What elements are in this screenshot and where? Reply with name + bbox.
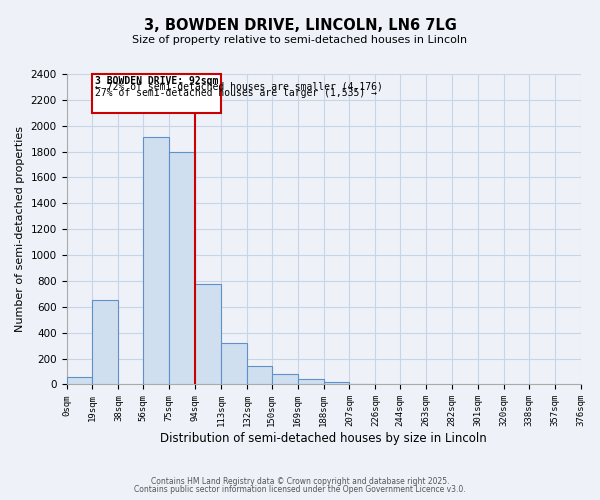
Text: Size of property relative to semi-detached houses in Lincoln: Size of property relative to semi-detach… — [133, 35, 467, 45]
Bar — [67, 376, 92, 384]
Text: Contains public sector information licensed under the Open Government Licence v3: Contains public sector information licen… — [134, 485, 466, 494]
Text: 3, BOWDEN DRIVE, LINCOLN, LN6 7LG: 3, BOWDEN DRIVE, LINCOLN, LN6 7LG — [143, 18, 457, 32]
Bar — [195, 284, 221, 384]
Bar — [143, 138, 169, 384]
Text: Contains HM Land Registry data © Crown copyright and database right 2025.: Contains HM Land Registry data © Crown c… — [151, 477, 449, 486]
Bar — [221, 343, 247, 384]
Bar — [247, 366, 272, 384]
Text: 3 BOWDEN DRIVE: 92sqm: 3 BOWDEN DRIVE: 92sqm — [95, 76, 218, 86]
Bar — [272, 374, 298, 384]
Bar — [92, 300, 118, 384]
Bar — [298, 380, 323, 384]
Text: 27% of semi-detached houses are larger (1,535) →: 27% of semi-detached houses are larger (… — [95, 88, 377, 98]
Y-axis label: Number of semi-detached properties: Number of semi-detached properties — [15, 126, 25, 332]
Bar — [323, 382, 349, 384]
FancyBboxPatch shape — [92, 74, 221, 114]
Bar — [169, 152, 195, 384]
Text: ← 72% of semi-detached houses are smaller (4,176): ← 72% of semi-detached houses are smalle… — [95, 82, 383, 92]
X-axis label: Distribution of semi-detached houses by size in Lincoln: Distribution of semi-detached houses by … — [160, 432, 487, 445]
